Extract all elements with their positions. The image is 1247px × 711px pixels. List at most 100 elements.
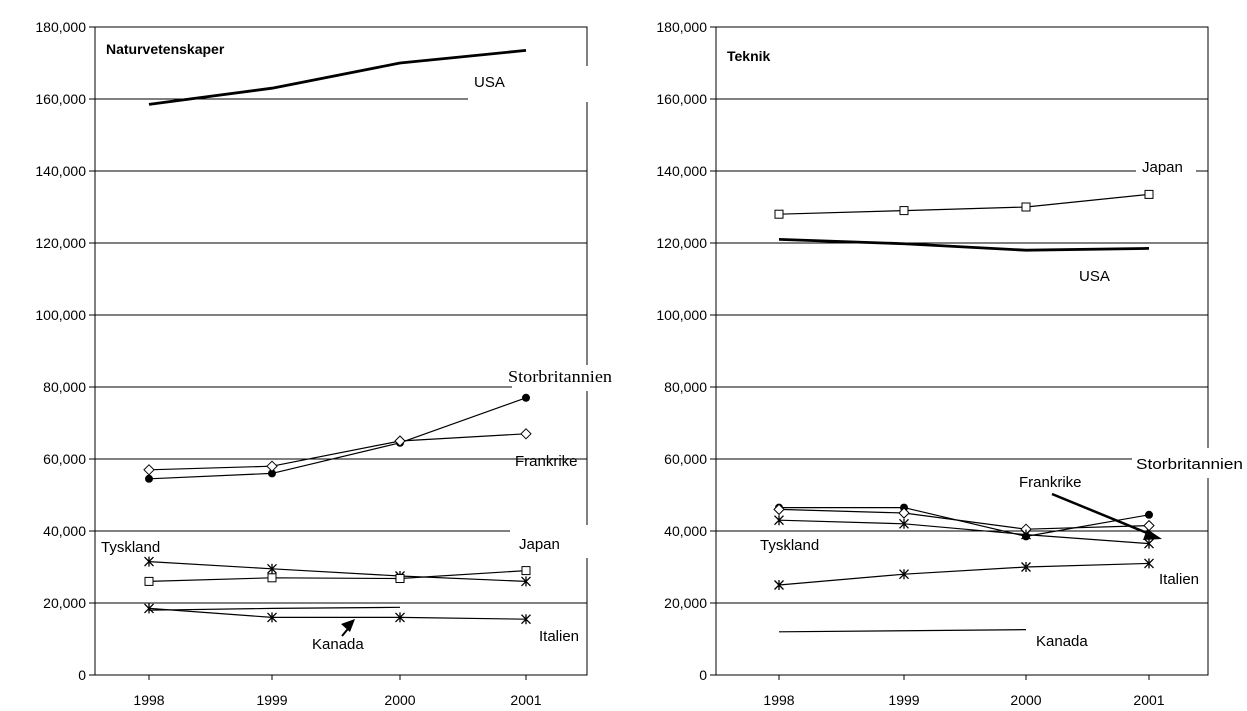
y-tick-label: 60,000 <box>664 451 707 467</box>
data-point-japan <box>267 573 277 583</box>
y-tick-label: 160,000 <box>656 91 707 107</box>
y-tick-label: 100,000 <box>35 307 86 323</box>
series-label-storbritannien: Storbritannien <box>508 367 613 386</box>
y-axis: 0 20,000 40,000 60,000 80,000 100,000 120,000 1… <box>35 19 95 683</box>
series-label-kanada: Kanada <box>1036 633 1088 650</box>
series-line-japan <box>778 193 1150 215</box>
series-line-japan <box>148 570 527 582</box>
series-usa <box>778 238 1150 252</box>
x-tick-label: 1998 <box>763 692 794 708</box>
data-point-frankrike <box>394 435 406 447</box>
label-mask <box>468 66 590 102</box>
arrow-kanada <box>341 619 355 637</box>
chart-teknik: 0 20,000 40,000 60,000 80,000 100,000 120,000 1… <box>656 19 1244 708</box>
x-tick-label: 2001 <box>1133 692 1164 708</box>
gridlines <box>716 98 1208 604</box>
y-tick-label: 80,000 <box>43 379 86 395</box>
data-point-italien <box>1144 558 1154 569</box>
y-tick-label: 140,000 <box>35 163 86 179</box>
series-label-tyskland: Tyskland <box>760 537 819 554</box>
data-point-italien <box>774 580 784 590</box>
series-label-kanada: Kanada <box>312 636 364 653</box>
series-line-frankrike <box>778 508 1150 530</box>
series-label-storbritannien: Storbritannien <box>1136 456 1243 473</box>
series-line-storbritannien <box>779 507 1150 538</box>
data-point-japan <box>774 209 784 219</box>
series-label-usa: USA <box>474 74 505 91</box>
series <box>143 49 532 625</box>
label-mask <box>510 525 600 558</box>
series-frankrike <box>143 428 532 476</box>
series-italien <box>774 558 1154 590</box>
series-label-tyskland: Tyskland <box>101 539 160 556</box>
plot-area <box>715 26 1209 676</box>
data-point-frankrike <box>773 503 785 516</box>
data-point-tyskland <box>144 556 154 567</box>
data-point-frankrike <box>520 428 532 440</box>
series <box>773 189 1155 633</box>
arrow-frankrike <box>1051 492 1162 540</box>
data-point-frankrike <box>898 507 910 519</box>
series-label-usa: USA <box>1079 268 1110 285</box>
series-usa <box>148 49 527 106</box>
chart-title: Naturvetenskaper <box>106 41 225 57</box>
chart-naturvetenskaper: 0 20,000 40,000 60,000 80,000 100,000 120,000 1… <box>35 19 616 708</box>
y-tick-label: 120,000 <box>35 235 86 251</box>
y-tick-label: 40,000 <box>43 523 86 539</box>
data-point-frankrike <box>143 464 155 476</box>
data-point-italien <box>521 614 531 625</box>
plot-area <box>94 26 588 676</box>
x-axis: 1998 1999 2000 2001 <box>763 675 1165 708</box>
data-point-japan <box>144 576 154 586</box>
data-point-italien <box>395 612 405 623</box>
series-label-frankrike: Frankrike <box>1019 474 1082 491</box>
y-axis: 0 20,000 40,000 60,000 80,000 100,000 120,000 1… <box>656 19 716 683</box>
series-label-frankrike: Frankrike <box>515 453 578 470</box>
series-japan <box>144 566 531 586</box>
series-label-japan: Japan <box>1142 159 1183 176</box>
data-point-storbritannien <box>145 474 153 483</box>
y-tick-label: 120,000 <box>656 235 707 251</box>
data-point-italien <box>899 569 909 580</box>
series-label-japan: Japan <box>519 536 560 553</box>
x-tick-label: 1999 <box>256 692 287 708</box>
series-line-tyskland <box>778 519 1150 545</box>
label-mask <box>1136 152 1196 180</box>
data-point-tyskland <box>774 515 784 526</box>
data-point-frankrike <box>266 460 278 472</box>
series-line-storbritannien <box>148 397 527 480</box>
y-tick-label: 140,000 <box>656 163 707 179</box>
data-point-storbritannien <box>268 469 276 478</box>
series-kanada <box>778 629 1027 633</box>
series-kanada <box>148 606 401 611</box>
y-tick-label: 20,000 <box>664 595 707 611</box>
series-label-italien: Italien <box>539 628 579 645</box>
chart-title: Teknik <box>727 48 771 64</box>
label-mask <box>1132 448 1244 478</box>
x-tick-label: 2000 <box>384 692 415 708</box>
series-line-italien <box>148 607 527 620</box>
y-tick-label: 0 <box>699 667 707 683</box>
x-tick-label: 1998 <box>133 692 164 708</box>
series-tyskland <box>774 515 1154 549</box>
y-tick-label: 0 <box>78 667 86 683</box>
series-italien <box>144 603 531 625</box>
x-tick-label: 2001 <box>510 692 541 708</box>
x-tick-label: 2000 <box>1010 692 1041 708</box>
data-point-japan <box>1021 202 1031 212</box>
y-tick-label: 60,000 <box>43 451 86 467</box>
series-line-usa <box>148 49 527 106</box>
data-point-tyskland <box>521 576 531 587</box>
series-line-frankrike <box>148 433 527 471</box>
data-point-japan <box>1144 189 1154 199</box>
y-tick-label: 80,000 <box>664 379 707 395</box>
series-line-kanada <box>148 606 401 611</box>
y-tick-label: 20,000 <box>43 595 86 611</box>
data-point-tyskland <box>1144 538 1154 549</box>
data-point-italien <box>1021 562 1031 572</box>
series-label-italien: Italien <box>1159 571 1199 588</box>
data-point-italien <box>144 603 154 614</box>
y-tick-label: 100,000 <box>656 307 707 323</box>
data-point-japan <box>521 566 531 576</box>
